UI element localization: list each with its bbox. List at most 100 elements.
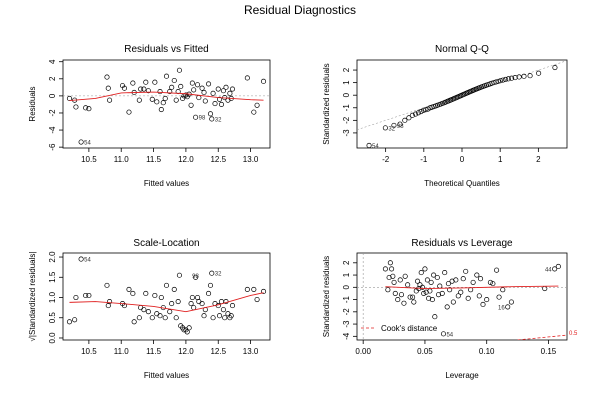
data-point xyxy=(157,89,163,95)
point-annotation: 54 xyxy=(84,141,91,147)
data-point xyxy=(434,274,440,281)
data-point xyxy=(66,95,73,101)
data-point xyxy=(254,102,260,108)
data-point xyxy=(392,290,398,296)
data-point xyxy=(193,114,199,120)
panel-4: Residuals vs Leverage 0.00 0.05 0.10 0.15 -4 -… xyxy=(322,238,578,380)
data-point xyxy=(78,139,84,145)
data-point xyxy=(73,294,79,301)
data-point xyxy=(212,101,218,107)
data-point xyxy=(83,292,89,299)
data-point xyxy=(143,79,149,85)
data-point xyxy=(209,270,215,276)
data-point xyxy=(390,273,396,279)
data-point xyxy=(167,89,173,95)
plot-frame xyxy=(62,59,271,149)
x-tick-label: 11.5 xyxy=(146,155,162,164)
data-point xyxy=(460,276,466,282)
x-tick-label: 12.0 xyxy=(178,155,194,164)
data-point xyxy=(410,294,416,300)
y-tick-label: -4 xyxy=(342,332,351,340)
data-point xyxy=(154,311,160,317)
data-point xyxy=(158,107,164,113)
y-axis-label: Standardized residuals xyxy=(322,256,331,337)
data-point xyxy=(463,268,469,274)
data-point xyxy=(105,85,111,91)
data-point xyxy=(505,76,511,82)
data-point xyxy=(160,100,166,106)
data-point xyxy=(83,105,89,111)
data-point xyxy=(468,287,474,293)
plot-frame xyxy=(356,59,568,149)
data-point xyxy=(385,287,391,293)
data-point xyxy=(223,84,229,90)
data-point xyxy=(508,299,514,305)
data-point xyxy=(254,296,260,303)
data-point xyxy=(201,89,207,96)
data-point xyxy=(411,299,417,305)
data-point xyxy=(216,96,223,102)
x-tick-label: 13.0 xyxy=(243,155,259,164)
data-point xyxy=(450,299,456,305)
data-point xyxy=(490,281,496,287)
y-tick-label: -2 xyxy=(48,109,57,117)
y-tick-label: 2 xyxy=(48,76,57,81)
data-point xyxy=(552,266,558,272)
plot-area xyxy=(66,256,267,335)
x-tick-label: -1 xyxy=(420,155,428,164)
data-point xyxy=(447,287,453,293)
data-point xyxy=(78,256,84,262)
data-point xyxy=(205,81,212,87)
data-point xyxy=(107,97,113,103)
data-point xyxy=(260,288,267,294)
x-axis-label: Leverage xyxy=(445,371,479,380)
data-point xyxy=(398,292,405,298)
data-point xyxy=(428,279,434,285)
data-point xyxy=(229,303,236,309)
data-point xyxy=(154,99,160,105)
data-point xyxy=(431,272,437,278)
data-point xyxy=(145,88,151,94)
data-point xyxy=(387,260,393,266)
point-annotation: 32 xyxy=(215,117,222,123)
data-point xyxy=(487,279,493,285)
data-point xyxy=(72,317,78,323)
data-point xyxy=(497,78,504,84)
plot-area xyxy=(357,60,567,148)
data-point xyxy=(423,289,429,295)
data-point xyxy=(500,287,506,293)
data-point xyxy=(405,282,411,288)
data-point xyxy=(465,295,471,301)
data-point xyxy=(152,292,158,299)
x-tick-label: 12.5 xyxy=(210,155,226,164)
plot-frame xyxy=(62,252,271,341)
data-point xyxy=(477,276,484,282)
x-tick-label: 11.5 xyxy=(146,347,162,356)
data-point xyxy=(121,303,128,309)
data-point xyxy=(415,110,421,116)
x-tick-label: 0.05 xyxy=(417,347,433,356)
x-tick-label: 0 xyxy=(460,155,465,164)
x-tick-label: 12.5 xyxy=(210,347,226,356)
x-tick-label: -2 xyxy=(382,155,390,164)
data-point xyxy=(141,86,147,92)
data-point xyxy=(432,314,438,320)
data-point xyxy=(126,109,132,115)
y-tick-label: -4 xyxy=(48,126,57,134)
data-point xyxy=(476,293,482,299)
data-point xyxy=(152,79,158,85)
data-point xyxy=(439,290,445,296)
data-point xyxy=(542,285,548,292)
y-tick-label: 0 xyxy=(342,92,351,97)
data-point xyxy=(386,274,392,281)
data-point xyxy=(163,282,170,288)
data-point xyxy=(391,279,397,285)
data-point xyxy=(176,272,182,278)
data-point xyxy=(107,299,113,305)
y-axis-label: √|Standardized residuals| xyxy=(28,252,37,342)
smooth-fit-line xyxy=(69,292,264,313)
y-tick-label: 1 xyxy=(342,80,351,85)
data-point xyxy=(409,112,415,118)
data-point xyxy=(149,96,155,102)
